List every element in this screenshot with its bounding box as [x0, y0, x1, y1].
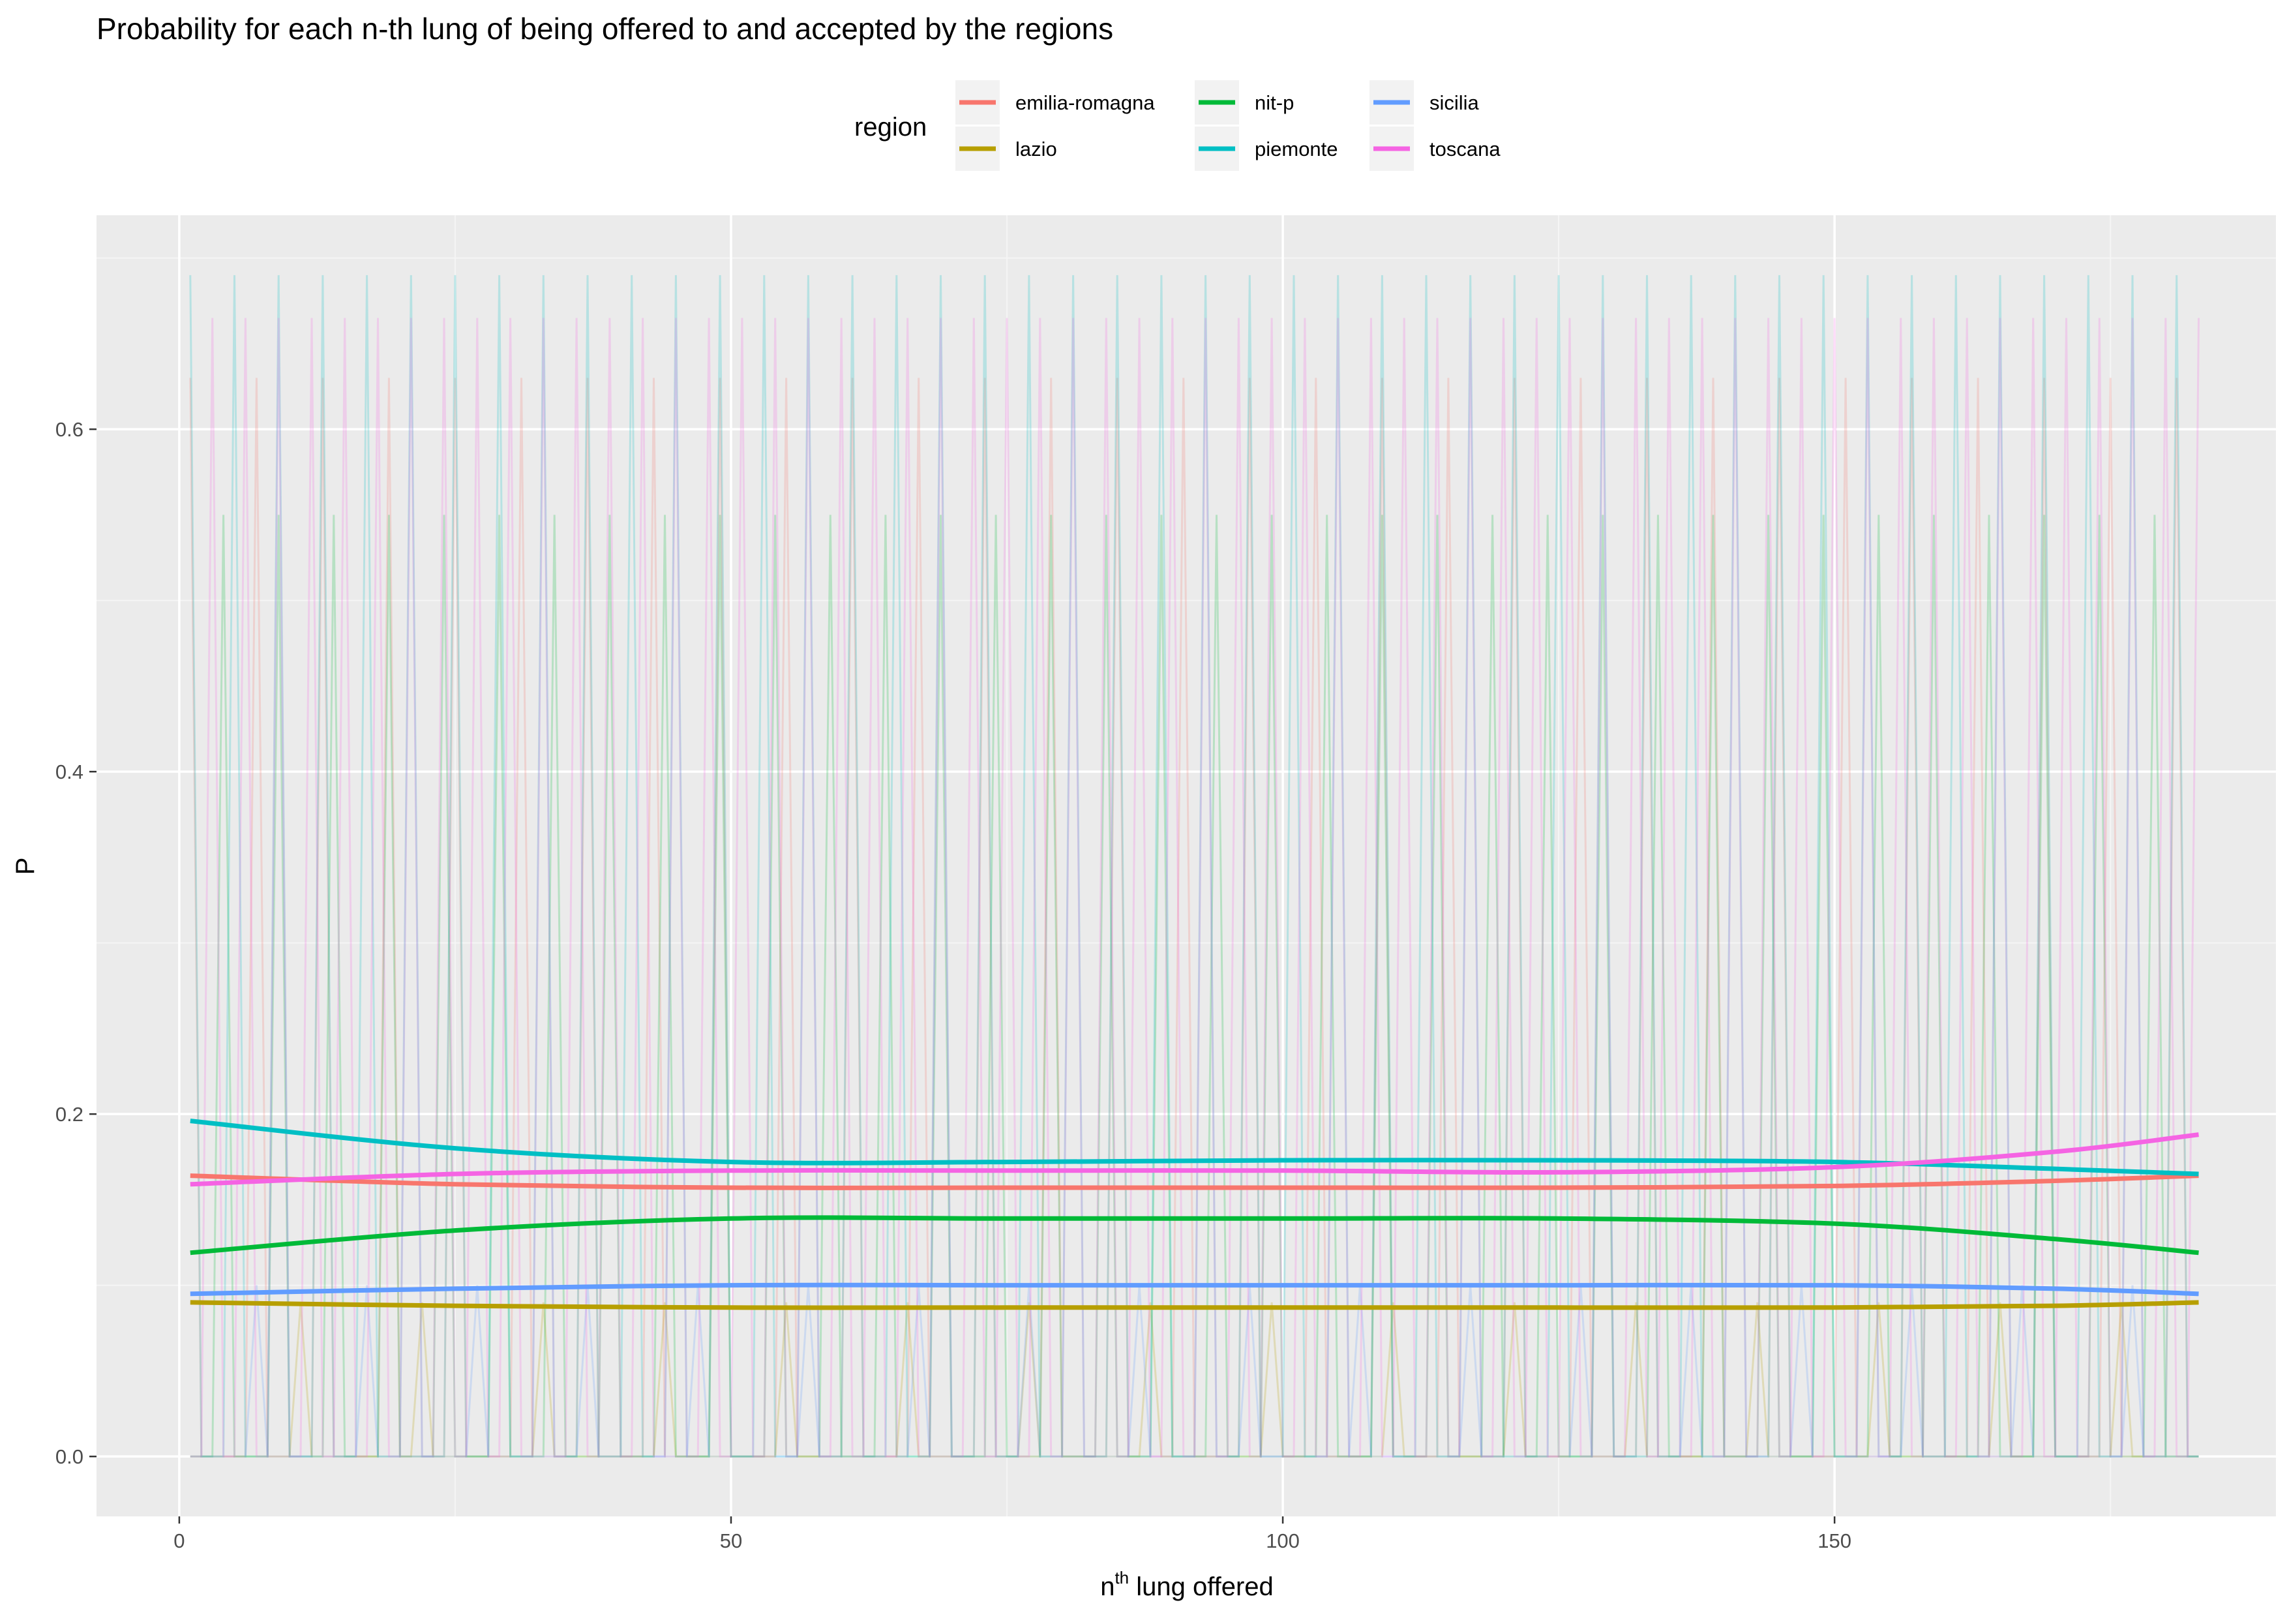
grid-major: [97, 215, 2276, 1516]
legend-label-sicilia: sicilia: [1429, 91, 1480, 114]
raw-line-toscana: [190, 318, 2200, 1458]
x-axis: 0 50 100 150: [173, 1516, 1851, 1552]
y-tick-label: 0.4: [55, 760, 83, 783]
x-axis-title-base: n: [1100, 1572, 1115, 1601]
smooth-line-lazio: [190, 1300, 2199, 1310]
plot-panel: [97, 215, 2276, 1516]
legend-label-lazio: lazio: [1015, 138, 1057, 160]
x-axis-title-rest: lung offered: [1129, 1572, 1274, 1601]
y-tick-label: 0.6: [55, 418, 83, 441]
y-tick-label: 0.0: [55, 1445, 83, 1468]
smooth-line-nit-p: [190, 1215, 2199, 1256]
x-axis-title: nth lung offered: [1100, 1568, 1274, 1601]
legend-title: region: [854, 113, 927, 142]
y-axis: 0.0 0.2 0.4 0.6: [55, 418, 97, 1468]
smooth-series-lines: [190, 1119, 2199, 1310]
legend: region emilia-romagna lazio nit-p piemonte s…: [854, 80, 1501, 171]
smooth-line-piemonte: [190, 1119, 2199, 1177]
raw-line-piemonte: [189, 275, 2199, 1458]
raw-series-lines: [189, 275, 2200, 1458]
x-tick-label: 150: [1818, 1529, 1851, 1552]
x-tick-label: 0: [173, 1529, 185, 1552]
x-tick-label: 100: [1266, 1529, 1300, 1552]
legend-label-nit-p: nit-p: [1255, 91, 1294, 114]
y-tick-label: 0.2: [55, 1103, 83, 1126]
legend-label-emilia-romagna: emilia-romagna: [1015, 91, 1155, 114]
raw-line-lazio: [190, 1302, 2199, 1458]
smooth-line-sicilia: [190, 1282, 2199, 1297]
legend-label-toscana: toscana: [1429, 138, 1501, 160]
raw-line-sicilia: [190, 1285, 2199, 1458]
raw-line-nit-p: [190, 515, 2199, 1458]
legend-label-piemonte: piemonte: [1255, 138, 1338, 160]
raw-line-emilia-romagna: [189, 378, 2199, 1458]
x-tick-label: 50: [720, 1529, 742, 1552]
smooth-line-toscana: [190, 1132, 2199, 1187]
x-axis-title-superscript: th: [1115, 1568, 1129, 1587]
smooth-line-emilia-romagna: [190, 1173, 2199, 1190]
chart-title: Probability for each n-th lung of being …: [97, 12, 1113, 46]
y-axis-title: P: [11, 858, 40, 875]
